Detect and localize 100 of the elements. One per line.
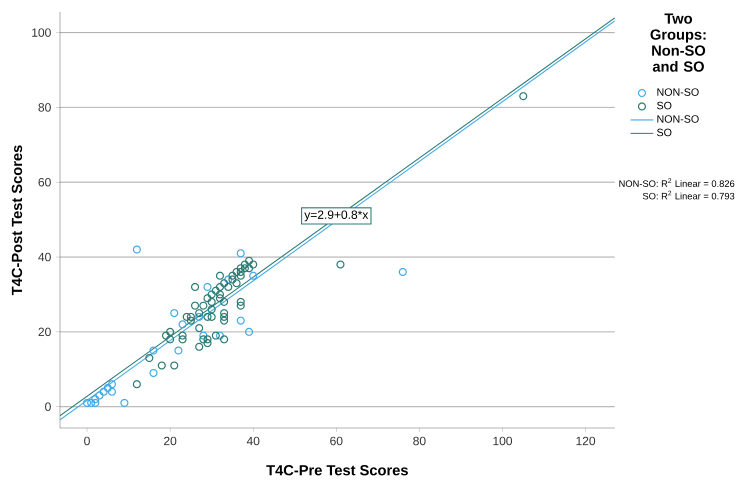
point	[149, 346, 158, 355]
point	[220, 298, 228, 306]
text: SO: R$^{2}$ Linear = 0.793	[642, 190, 734, 200]
x-tick-label: 60	[330, 436, 343, 446]
point	[398, 268, 407, 276]
point	[120, 398, 128, 408]
point	[208, 305, 216, 314]
point	[199, 332, 208, 340]
x-tick-label: 80	[413, 436, 426, 446]
point	[166, 328, 174, 336]
point	[228, 275, 236, 284]
text: NON-SO: R$^{2}$ Linear = 0.826	[619, 178, 734, 187]
x-axis-title: T4C-Pre Test Scores	[266, 465, 408, 476]
point	[145, 354, 154, 362]
point	[249, 272, 258, 280]
point	[195, 309, 204, 318]
point	[199, 302, 208, 310]
point	[236, 268, 245, 276]
point	[108, 380, 116, 388]
point	[519, 92, 528, 100]
point	[132, 380, 141, 388]
point	[220, 335, 228, 344]
point	[220, 309, 228, 318]
point	[132, 245, 141, 254]
point	[190, 302, 200, 310]
point	[216, 272, 224, 280]
point	[208, 312, 216, 321]
point	[178, 335, 187, 344]
point	[236, 298, 245, 306]
point	[212, 332, 220, 340]
point	[240, 264, 249, 272]
point	[224, 282, 232, 292]
point	[174, 346, 182, 355]
point	[108, 388, 116, 396]
point	[336, 260, 345, 269]
point	[216, 282, 224, 292]
point	[91, 398, 100, 408]
point	[224, 275, 232, 284]
point	[232, 268, 241, 276]
point	[232, 279, 241, 288]
point	[91, 395, 100, 404]
point	[228, 272, 236, 280]
x-tick-label: 120	[576, 436, 596, 446]
x-tick-label: 40	[246, 436, 260, 446]
point	[170, 309, 178, 318]
point	[190, 282, 200, 292]
point	[170, 361, 178, 370]
point	[203, 335, 212, 344]
point	[186, 312, 195, 321]
point	[244, 328, 254, 336]
y-tick-label: 60	[38, 178, 51, 186]
y-tick-label: 40	[38, 252, 51, 262]
point	[220, 312, 228, 321]
point	[195, 324, 204, 332]
point	[100, 388, 108, 396]
point	[236, 302, 245, 310]
point	[203, 282, 212, 292]
point	[87, 398, 96, 408]
point	[104, 384, 112, 392]
x-tick-label: 100	[493, 436, 512, 446]
point	[82, 398, 92, 408]
point	[236, 316, 245, 325]
legend-label: NON-SO	[657, 88, 699, 96]
annotation: y=2.9+0.8*x	[304, 210, 368, 222]
point	[208, 290, 216, 299]
y-tick-label: 20	[38, 328, 51, 336]
point	[203, 339, 212, 348]
point	[236, 272, 245, 280]
legend-title: Two Groups: Non-SO and SO	[650, 14, 706, 72]
legend-label: SO	[657, 102, 672, 110]
point	[220, 316, 228, 325]
point	[236, 249, 245, 258]
point	[166, 335, 174, 344]
legend-label: NON-SO	[657, 115, 699, 123]
point	[182, 312, 191, 321]
point	[208, 298, 216, 306]
point	[186, 316, 195, 325]
x-tick-label: 20	[164, 436, 176, 446]
point	[249, 260, 258, 269]
point	[162, 332, 170, 340]
point	[212, 286, 220, 295]
point	[195, 312, 204, 321]
point	[95, 391, 104, 400]
y-tick-label: 100	[32, 28, 51, 37]
point	[195, 342, 204, 351]
y-tick-label: 0	[45, 402, 51, 411]
legend-label: SO	[657, 128, 672, 136]
point	[216, 290, 224, 299]
point	[178, 320, 187, 328]
point	[244, 264, 254, 272]
point	[203, 294, 212, 302]
point	[178, 332, 187, 340]
point	[236, 264, 245, 272]
point	[216, 332, 224, 340]
point	[220, 279, 228, 288]
y-axis-title: T4C-Post Test Scores	[12, 145, 22, 296]
point	[158, 361, 166, 370]
y-tick-label: 80	[38, 103, 51, 112]
point	[203, 312, 212, 321]
point	[240, 260, 249, 269]
